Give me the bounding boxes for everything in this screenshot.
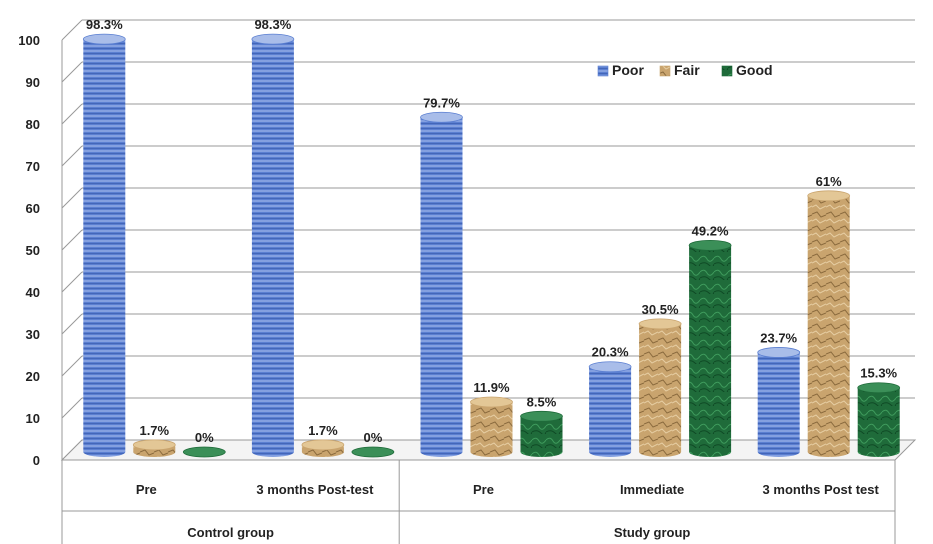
y-tick-label: 70	[26, 159, 40, 174]
data-label: 1.7%	[308, 423, 338, 438]
x-tick-label: Immediate	[620, 482, 684, 497]
data-label: 61%	[816, 174, 842, 189]
legend-swatch	[721, 65, 733, 77]
data-label: 98.3%	[254, 17, 291, 32]
bar-fair	[638, 318, 682, 457]
y-tick-label: 50	[26, 243, 40, 258]
x-tick-label: 3 months Post test	[763, 482, 880, 497]
bar-poor	[251, 33, 295, 457]
data-label: 0%	[195, 430, 214, 445]
gridline-depth	[61, 397, 83, 419]
bar-good	[857, 382, 901, 457]
bar-poor	[420, 111, 463, 457]
x-tick-label: 3 months Post-test	[256, 482, 374, 497]
data-label: 49.2%	[692, 223, 729, 238]
gridline-depth	[61, 19, 83, 41]
data-label: 8.5%	[527, 394, 557, 409]
legend-label: Fair	[674, 62, 700, 78]
data-label: 15.3%	[860, 366, 897, 381]
legend-item-fair: Fair	[659, 62, 700, 78]
data-label: 79.7%	[423, 95, 460, 110]
y-tick-label: 100	[18, 33, 40, 48]
y-tick-label: 10	[26, 411, 40, 426]
y-tick-label: 20	[26, 369, 40, 384]
gridline-depth	[61, 61, 83, 83]
bar-good	[351, 446, 395, 458]
y-tick-label: 0	[33, 453, 40, 468]
legend-item-good: Good	[721, 62, 773, 78]
gridline-depth	[61, 187, 83, 209]
data-label: 1.7%	[139, 423, 169, 438]
bar-poor	[588, 361, 632, 457]
gridline-depth	[61, 103, 83, 125]
gridline-depth	[61, 355, 83, 377]
legend-swatch	[597, 65, 609, 77]
data-label: 98.3%	[86, 17, 123, 32]
gridline-depth	[61, 229, 83, 251]
gridline-depth	[61, 313, 83, 335]
bar-good	[520, 410, 563, 457]
data-label: 30.5%	[642, 302, 679, 317]
bar-good	[688, 239, 732, 457]
legend-label: Poor	[612, 62, 644, 78]
bar-fair	[807, 190, 851, 457]
legend-item-poor: Poor	[597, 62, 644, 78]
legend-label: Good	[736, 62, 773, 78]
gridline-depth	[61, 145, 83, 167]
bar-good	[182, 446, 226, 458]
data-label: 23.7%	[760, 330, 797, 345]
group-label: Control group	[187, 525, 274, 540]
bar-fair	[301, 439, 345, 457]
y-tick-label: 90	[26, 75, 40, 90]
y-tick-label: 60	[26, 201, 40, 216]
data-label: 11.9%	[473, 380, 510, 395]
data-label: 20.3%	[592, 345, 629, 360]
y-tick-label: 80	[26, 117, 40, 132]
bar-poor	[757, 347, 801, 457]
y-tick-label: 40	[26, 285, 40, 300]
bar-fair	[132, 439, 176, 457]
group-label: Study group	[614, 525, 691, 540]
y-tick-label: 30	[26, 327, 40, 342]
legend-swatch	[659, 65, 671, 77]
bar-poor	[82, 33, 126, 457]
x-tick-label: Pre	[473, 482, 494, 497]
data-label: 0%	[364, 430, 383, 445]
x-tick-label: Pre	[136, 482, 157, 497]
gridline-depth	[61, 271, 83, 293]
bar-fair	[470, 396, 513, 457]
